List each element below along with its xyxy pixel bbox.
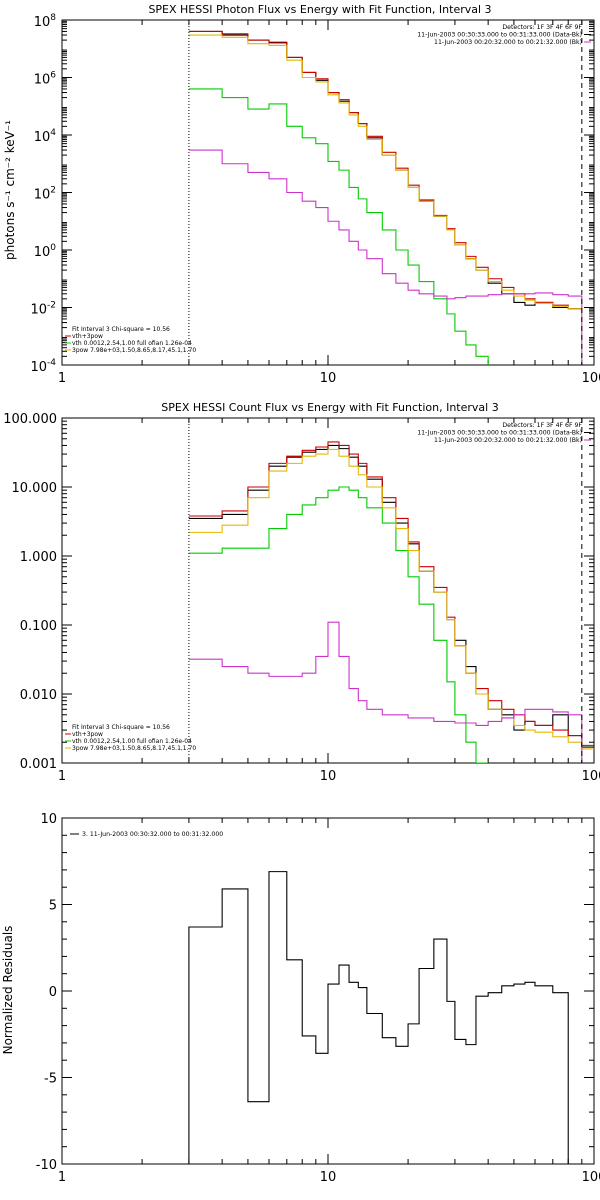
count-flux-legend-header-text: 11-Jun-2003 00:30:33.000 to 00:31:33.000… xyxy=(417,430,582,437)
residuals-x-tick-label: 1 xyxy=(58,1170,66,1185)
photon-flux-y-tick-exp: -4 xyxy=(47,358,56,368)
count-flux-y-tick-label: 100.000 xyxy=(3,412,57,427)
photon-flux-x-tick-label: 100 xyxy=(582,371,600,386)
photon-flux-plot-frame xyxy=(61,19,595,366)
count-flux-fit-legend-text: vth 0.0012,2.54,1.00 full ofian 1.26e-04 xyxy=(72,738,192,745)
count-flux-fit-legend-text: 3pow 7.98e+03,1.50,8.65,8.17,45.1,1.70 xyxy=(72,745,196,752)
count-flux-y-tick-label: 1.000 xyxy=(20,550,57,565)
photon-flux-y-tick-exp: 2 xyxy=(50,186,56,196)
photon-flux-series-vth-line xyxy=(188,88,489,365)
photon-flux-y-tick-base: 10 xyxy=(34,15,51,30)
photon-flux-y-tick-base: 10 xyxy=(34,130,51,145)
residuals-y-tick-label: 5 xyxy=(49,899,57,914)
count-flux-series-vth-line xyxy=(188,486,489,763)
photon-flux-y-tick-label: 104 xyxy=(34,128,57,145)
count-flux-legend-header-text: 11-Jun-2003 00:20:32.000 to 00:21:32.000… xyxy=(434,437,582,444)
count-flux-fit-legend-text: Fit Interval 3 Chi-square = 10.56 xyxy=(72,724,170,731)
photon-flux-series-3pow-line xyxy=(188,34,582,310)
photon-flux-y-tick-label: 102 xyxy=(34,186,56,203)
photon-flux-series-group xyxy=(188,30,583,365)
residuals-y-tick-label: 0 xyxy=(49,985,57,1000)
residuals-series-series0-line xyxy=(188,871,582,1164)
photon-flux-fit-legend-text: 3pow 7.98e+03,1.50,8.65,8.17,45.1,1.70 xyxy=(72,347,196,354)
photon-flux-ylabel: photons s⁻¹ cm⁻² keV⁻¹ xyxy=(3,120,17,260)
residuals-ylabel: Normalized Residuals xyxy=(1,926,15,1055)
photon-flux-y-tick-base: 10 xyxy=(30,303,47,318)
photon-flux-y-tick-base: 10 xyxy=(34,245,51,260)
photon-flux-legend-header-text: 11-Jun-2003 00:30:33.000 to 00:31:33.000… xyxy=(417,32,582,39)
photon-flux-title: SPEX HESSI Photon Flux vs Energy with Fi… xyxy=(148,3,491,16)
count-flux-x-tick-label: 100 xyxy=(582,769,600,784)
count-flux-y-tick-label: 10.000 xyxy=(12,481,58,496)
photon-flux-y-tick-label: 100 xyxy=(34,243,57,260)
count-flux-series-bk-line xyxy=(188,621,583,763)
photon-flux-fit-legend-text: vth+3pow xyxy=(72,333,103,340)
photon-flux-legend-header-text: Detectors: 1F 3F 4F 6F 9F xyxy=(502,24,582,31)
photon-flux-y-tick-base: 10 xyxy=(34,73,51,88)
photon-flux-y-tick-base: 10 xyxy=(30,360,47,375)
photon-flux-y-tick-exp: -2 xyxy=(47,301,56,311)
photon-flux-y-tick-label: 10-2 xyxy=(30,301,56,318)
count-flux-y-tick-label: 0.010 xyxy=(20,688,57,703)
photon-flux-y-tick-exp: 8 xyxy=(50,13,56,23)
residuals-panel: Normalized Residuals 1 10 100 -10 -5 0 5 10 3. 1… xyxy=(1,812,600,1185)
residuals-series-group xyxy=(188,871,582,1164)
photon-flux-fit-legend-text: vth 0.0012,2.54,1.00 full ofian 1.26e-04 xyxy=(72,340,192,347)
photon-flux-y-tick-base: 10 xyxy=(34,188,51,203)
residuals-y-tick-label: -10 xyxy=(36,1158,57,1173)
residuals-legend-text: 3. 11-Jun-2003 00:30:32.000 to 00:31:32.… xyxy=(82,831,223,838)
count-flux-legend-header-text: Detectors: 1F 3F 4F 6F 9F xyxy=(502,422,582,429)
residuals-x-tick-label: 100 xyxy=(582,1170,600,1185)
count-flux-series-group xyxy=(188,441,594,763)
photon-flux-legend-header-text: 11-Jun-2003 00:20:32.000 to 00:21:32.000… xyxy=(434,39,582,46)
count-flux-series-3pow-line xyxy=(188,448,594,750)
photon-flux-y-tick-exp: 4 xyxy=(50,128,56,138)
photon-flux-y-tick-exp: 0 xyxy=(50,243,56,253)
count-flux-panel: SPEX HESSI Count Flux vs Energy with Fit… xyxy=(3,401,600,784)
residuals-x-tick-label: 10 xyxy=(320,1170,337,1185)
photon-flux-series-bk-line xyxy=(188,149,583,365)
residuals-y-tick-label: 10 xyxy=(40,812,57,827)
count-flux-x-tick-label: 1 xyxy=(58,769,66,784)
residuals-y-tick-label: -5 xyxy=(44,1072,57,1087)
photon-flux-y-tick-exp: 6 xyxy=(50,71,56,81)
photon-flux-y-tick-label: 10-4 xyxy=(30,358,56,375)
count-flux-title: SPEX HESSI Count Flux vs Energy with Fit… xyxy=(161,401,498,414)
photon-flux-y-tick-label: 108 xyxy=(34,13,57,30)
count-flux-fit-legend-text: vth+3pow xyxy=(72,731,103,738)
photon-flux-x-tick-label: 10 xyxy=(320,371,337,386)
photon-flux-fit-legend-text: Fit Interval 3 Chi-square = 10.56 xyxy=(72,326,170,333)
count-flux-y-tick-label: 0.100 xyxy=(20,619,57,634)
photon-flux-y-tick-label: 106 xyxy=(34,71,57,88)
photon-flux-panel: SPEX HESSI Photon Flux vs Energy with Fi… xyxy=(3,3,600,386)
count-flux-series-vth-3pow-line xyxy=(188,441,594,746)
count-flux-series-data-bk-line xyxy=(188,444,594,748)
photon-flux-x-tick-label: 1 xyxy=(58,371,66,386)
count-flux-x-tick-label: 10 xyxy=(320,769,337,784)
count-flux-y-tick-label: 0.001 xyxy=(20,757,57,772)
